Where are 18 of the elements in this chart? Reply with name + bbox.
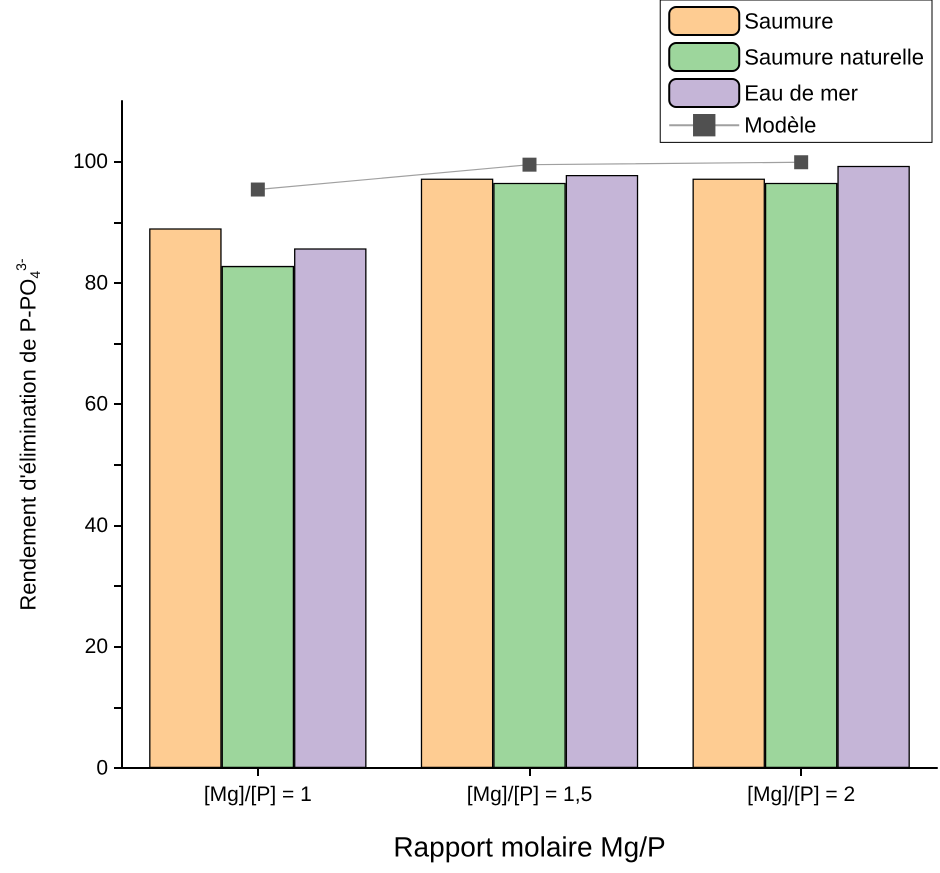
legend-label: Modèle bbox=[744, 112, 816, 138]
y-tick-label: 20 bbox=[84, 635, 108, 658]
legend-label: Eau de mer bbox=[744, 80, 858, 106]
point bbox=[794, 155, 808, 170]
point bbox=[250, 182, 265, 197]
x-axis-title: Rapport molaire Mg/P bbox=[393, 832, 666, 862]
y-axis-title: Rendement d'élimination de P-PO43- bbox=[13, 258, 43, 611]
x-tick-label: [Mg]/[P] = 1,5 bbox=[466, 783, 592, 806]
y-tick-label: 60 bbox=[84, 392, 108, 416]
x-tick-label: [Mg]/[P] = 1 bbox=[204, 783, 312, 806]
y-tick-label: 100 bbox=[72, 150, 108, 174]
point bbox=[522, 158, 536, 172]
y-tick-label: 80 bbox=[84, 271, 108, 294]
legend-label: Saumure naturelle bbox=[744, 44, 924, 70]
legend-label: Saumure bbox=[744, 8, 834, 34]
x-tick-label: [Mg]/[P] = 2 bbox=[747, 783, 856, 806]
y-tick-label: 0 bbox=[96, 756, 108, 780]
y-tick-label: 40 bbox=[84, 514, 108, 537]
